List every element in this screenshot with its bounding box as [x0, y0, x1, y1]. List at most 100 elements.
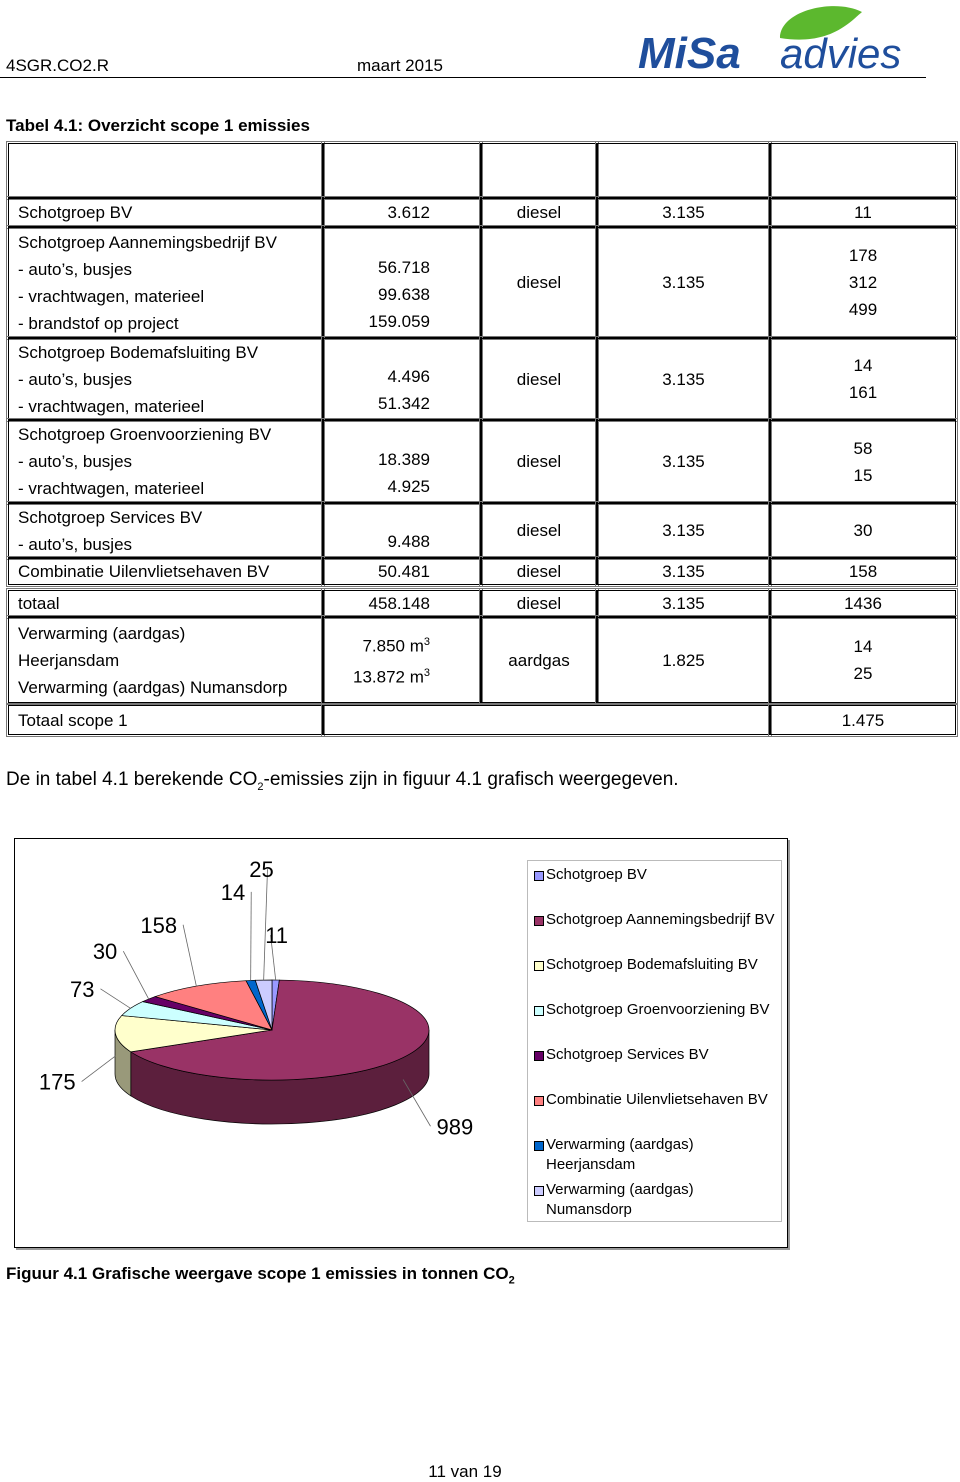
data-label: 11: [265, 923, 288, 948]
cell-line: 3.135: [662, 448, 705, 475]
table-cell: Totaal scope 1: [6, 703, 325, 737]
body-text: De in tabel 4.1 berekende CO2-emissies z…: [6, 769, 679, 793]
table-cell: 1436: [768, 588, 958, 619]
table-cell: Schotgroep Bodemafsluiting BV - auto’s, b…: [6, 336, 325, 422]
cell-line: 4.496: [387, 363, 430, 390]
legend-item: Schotgroep BV: [534, 865, 781, 885]
legend-label: Schotgroep BV: [546, 866, 647, 883]
legend-swatch: [534, 1141, 544, 1151]
table-cell: 18.389 4.925: [321, 418, 483, 505]
chart-frame: [14, 838, 788, 1248]
cell-line: totaal: [18, 590, 313, 617]
text: diesel: [516, 273, 562, 292]
cell-line: 30: [854, 517, 873, 544]
cell-line: diesel: [517, 199, 561, 226]
text: 9.488: [387, 532, 430, 551]
data-label: 989: [437, 1114, 474, 1139]
text: 56.718: [378, 258, 430, 277]
slice: [154, 980, 273, 1031]
cell-line: 15: [854, 462, 873, 489]
legend-item: Schotgroep Groenvoorziening BV: [534, 1000, 781, 1020]
table-cell: [6, 141, 325, 200]
text: 30: [853, 521, 873, 540]
cell-line: 1.475: [842, 707, 885, 734]
leader-line: [122, 950, 150, 1000]
text: 178: [848, 246, 878, 265]
cell-line: 51.342: [378, 390, 430, 417]
table-cell: diesel: [479, 556, 599, 587]
text: 7.850 m: [362, 637, 424, 656]
table-cell: Schotgroep Groenvoorziening BV - auto’s, …: [6, 418, 325, 505]
cell-line: 99.638: [378, 281, 430, 308]
data-label: 25: [249, 857, 273, 882]
cell-line: - vrachtwagen, materieel: [18, 283, 313, 310]
text: 18.389: [378, 450, 430, 469]
table-cell: 3.135: [595, 196, 772, 229]
cell-line: 158: [849, 558, 877, 585]
text: 3.135: [662, 203, 705, 222]
table-cell: diesel: [479, 336, 599, 422]
text: 4.925: [387, 477, 430, 496]
cell-line: - auto’s, busjes: [18, 256, 313, 283]
text: 15: [853, 465, 873, 485]
table-cell: 14 25: [768, 615, 958, 705]
table-cell: diesel: [479, 225, 599, 340]
cell-line: 3.135: [662, 199, 705, 226]
legend-item: Schotgroep Services BV: [534, 1045, 781, 1065]
text: aardgas: [508, 650, 570, 670]
text: 3.135: [662, 521, 705, 540]
logo: MiSa advies: [638, 6, 901, 78]
legend-swatch: [534, 961, 544, 971]
table-cell: diesel: [479, 588, 599, 619]
figure-caption: Figuur 4.1 Grafische weergave scope 1 em…: [6, 1264, 515, 1286]
table-cell: 3.135: [595, 588, 772, 619]
table-cell: diesel: [479, 418, 599, 505]
text: Verwarming (aardgas) Numansdorp: [18, 677, 288, 697]
cell-line: diesel: [517, 448, 561, 475]
text: 11: [854, 203, 872, 222]
cell-line: 1.825: [662, 647, 705, 674]
text: Schotgroep BV: [18, 203, 133, 222]
leader-line: [270, 934, 277, 981]
cell-line: 499: [849, 296, 877, 323]
cell-line: - auto’s, busjes: [18, 366, 313, 393]
table-cell: [595, 141, 772, 200]
table-cell: 3.612: [321, 196, 483, 229]
legend-label: Verwarming (aardgas) Heerjansdam: [546, 1136, 694, 1173]
cell-line: 14: [854, 633, 873, 660]
legend-label: Schotgroep Aannemingsbedrijf BV: [546, 911, 775, 928]
table-cell: 4.496 51.342: [321, 336, 483, 422]
text: Schotgroep Aannemingsbedrijf BV: [18, 232, 277, 252]
table-cell: 178 312 499: [768, 225, 958, 340]
table-cell: 3.135: [595, 336, 772, 422]
text: Combinatie Uilenvlietsehaven BV: [18, 562, 270, 581]
cell-line: 13.872 m3: [353, 660, 430, 691]
table-cell: 458.148: [321, 588, 483, 619]
data-label: 175: [39, 1070, 76, 1095]
text: -emissies zijn in figuur 4.1 grafisch we…: [263, 769, 679, 790]
data-label: 158: [140, 913, 177, 938]
table-cell: 1.475: [768, 703, 958, 737]
text: 161: [848, 383, 878, 402]
table-cell: 30: [768, 501, 958, 560]
text: 1.475: [841, 710, 885, 730]
text: 3.612: [387, 203, 430, 222]
text: diesel: [516, 203, 562, 222]
subscript: 2: [508, 1274, 515, 1287]
text: - auto’s, busjes: [18, 369, 133, 389]
cell-line: 50.481: [378, 558, 430, 585]
table-cell: 3.135: [595, 501, 772, 560]
legend-label: Combinatie Uilenvlietsehaven BV: [546, 1091, 768, 1108]
cell-line: diesel: [517, 517, 561, 544]
table-cell: Combinatie Uilenvlietsehaven BV: [6, 556, 325, 587]
cell-line: - vrachtwagen, materieel: [18, 393, 313, 420]
cell-line: aardgas: [508, 647, 569, 674]
text: 3.135: [662, 594, 705, 613]
cell-line: 3.135: [662, 366, 705, 393]
supscript: 3: [423, 636, 430, 649]
cell-line: 3.135: [662, 558, 705, 585]
table-cell: [479, 141, 599, 200]
cell-line: 3.135: [662, 269, 705, 296]
table-cell: 3.135: [595, 225, 772, 340]
